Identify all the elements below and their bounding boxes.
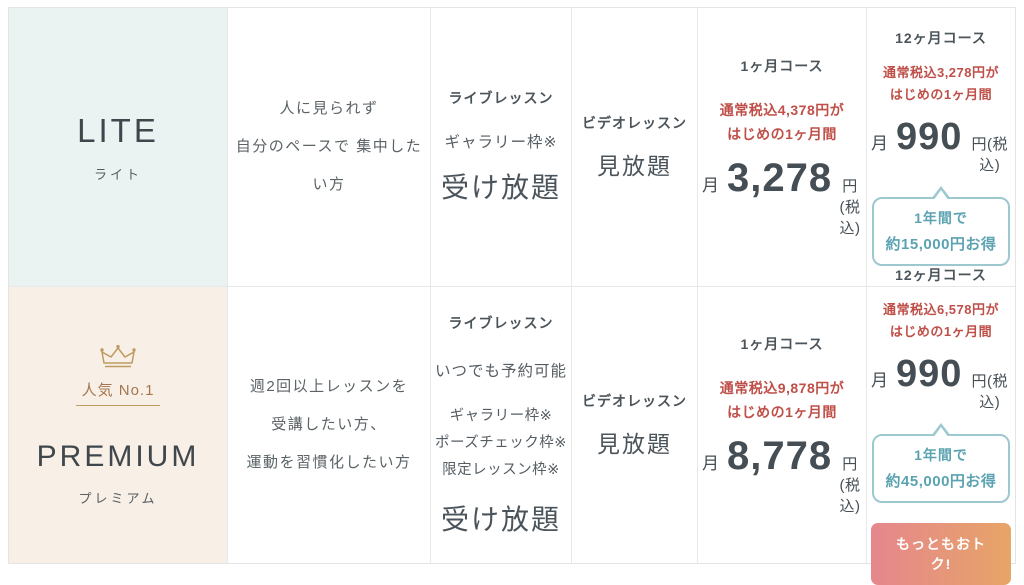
lite-video-title: ビデオレッスン [582, 115, 687, 131]
premium-yearly-note: 通常税込6,578円が はじめの1ヶ月間 [882, 302, 1000, 339]
price-prefix: 月 [702, 176, 719, 195]
premium-monthly-price: 月 8,778 円(税込) [702, 434, 862, 516]
premium-video-lesson-cell: ビデオレッスン 見放題 [572, 287, 698, 563]
premium-video-unlimited: 見放題 [597, 431, 672, 457]
savings-line: 1年間で [914, 447, 968, 463]
premium-monthly-price-cell: 1ヶ月コース 通常税込9,878円が はじめの1ヶ月間 月 8,778 円(税込… [698, 287, 867, 563]
popular-no1-badge: 人気 No.1 [75, 377, 161, 406]
lite-live-unlimited: 受け放題 [440, 172, 561, 203]
price-value: 990 [896, 353, 963, 395]
lite-live-frame: ギャラリー枠※ [444, 134, 558, 151]
price-prefix: 月 [871, 371, 888, 390]
premium-plan-name-ja: プレミアム [78, 490, 158, 506]
premium-live-frame: ポーズチェック枠※ [435, 434, 567, 451]
price-suffix: 円(税込) [971, 373, 1008, 411]
lite-video-unlimited: 見放題 [597, 153, 672, 179]
premium-audience-line: 受講したい方、 [271, 416, 387, 433]
lite-yearly-price-cell: 12ヶ月コース 通常税込3,278円が はじめの1ヶ月間 月 990 円(税込)… [867, 8, 1015, 287]
premium-live-frame: 限定レッスン枠※ [442, 461, 560, 478]
price-prefix: 月 [702, 454, 719, 473]
lite-monthly-note: 通常税込4,378円が はじめの1ヶ月間 [719, 102, 845, 142]
premium-live-frame: ギャラリー枠※ [449, 407, 553, 424]
lite-video-lesson-cell: ビデオレッスン 見放題 [572, 8, 698, 287]
lite-yearly-course: 12ヶ月コース [895, 30, 987, 46]
price-prefix: 月 [871, 134, 888, 153]
premium-audience-cell: 週2回以上レッスンを 受講したい方、 運動を習慣化したい方 [228, 287, 431, 563]
price-suffix: 円(税込) [839, 456, 861, 515]
best-deal-button[interactable]: もっともおトク! [871, 523, 1011, 585]
premium-yearly-price-cell: 12ヶ月コース 通常税込6,578円が はじめの1ヶ月間 月 990 円(税込)… [867, 267, 1015, 585]
premium-audience-line: 週2回以上レッスンを [249, 378, 409, 395]
lite-audience-line: 自分のペースで 集中したい方 [235, 138, 423, 193]
premium-live-title: ライブレッスン [448, 314, 554, 331]
price-value: 3,278 [727, 156, 833, 200]
savings-line: 1年間で [914, 210, 968, 226]
lite-monthly-course: 1ヶ月コース [740, 58, 824, 74]
price-suffix: 円(税込) [971, 136, 1008, 174]
lite-yearly-note: 通常税込3,278円が はじめの1ヶ月間 [882, 65, 1000, 102]
premium-plan-name: PREMIUM [36, 439, 200, 473]
savings-amount: 約15,000円お得 [885, 236, 997, 253]
lite-live-title: ライブレッスン [448, 90, 554, 106]
premium-badge-wrap: 人気 No.1 [75, 344, 161, 406]
lite-plan-name: LITE [77, 111, 159, 149]
lite-audience-cell: 人に見られず 自分のペースで 集中したい方 [228, 8, 431, 287]
premium-audience-line: 運動を習慣化したい方 [246, 454, 412, 471]
price-suffix: 円(税込) [839, 178, 861, 237]
lite-monthly-price-cell: 1ヶ月コース 通常税込4,378円が はじめの1ヶ月間 月 3,278 円(税込… [698, 8, 867, 287]
price-value: 8,778 [727, 434, 833, 478]
pricing-table: LITE ライト 人に見られず 自分のペースで 集中したい方 ライブレッスン ギ… [8, 7, 1016, 585]
lite-yearly-price: 月 990 円(税込) [871, 116, 1011, 175]
premium-plan-cell: 人気 No.1 PREMIUM プレミアム [9, 287, 228, 563]
lite-plan-name-ja: ライト [93, 166, 142, 182]
lite-monthly-price: 月 3,278 円(税込) [702, 156, 862, 238]
premium-monthly-course: 1ヶ月コース [740, 336, 824, 352]
lite-savings-bubble: 1年間で 約15,000円お得 [871, 186, 1011, 266]
lite-plan-cell: LITE ライト [9, 8, 228, 287]
premium-yearly-price: 月 990 円(税込) [871, 353, 1011, 412]
savings-amount: 約45,000円お得 [885, 473, 997, 490]
premium-live-lesson-cell: ライブレッスン いつでも予約可能 ギャラリー枠※ ポーズチェック枠※ 限定レッス… [431, 287, 572, 563]
premium-live-unlimited: 受け放題 [440, 503, 561, 535]
premium-live-anytime: いつでも予約可能 [435, 362, 568, 380]
premium-video-title: ビデオレッスン [582, 393, 687, 409]
premium-monthly-note: 通常税込9,878円が はじめの1ヶ月間 [719, 380, 845, 420]
lite-audience-line: 人に見られず [279, 100, 379, 117]
price-value: 990 [896, 116, 963, 158]
premium-live-frames: ギャラリー枠※ ポーズチェック枠※ 限定レッスン枠※ [435, 403, 567, 484]
premium-savings-bubble: 1年間で 約45,000円お得 [871, 423, 1011, 503]
crown-icon [98, 344, 138, 375]
lite-live-lesson-cell: ライブレッスン ギャラリー枠※ 受け放題 [431, 8, 572, 287]
premium-yearly-course: 12ヶ月コース [895, 267, 987, 283]
